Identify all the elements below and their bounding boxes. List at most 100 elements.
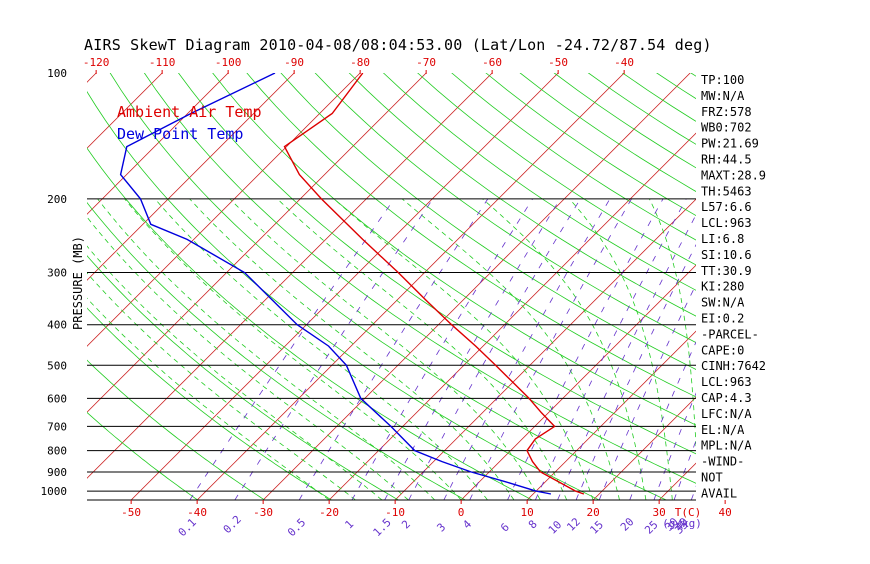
y-axis-label: PRESSURE (MB) <box>71 236 85 330</box>
dry-adiabat-line <box>364 54 870 500</box>
mixing-ratio-label: 4 <box>460 517 474 531</box>
page-title: AIRS SkewT Diagram 2010-04-08/08:04:53.0… <box>84 36 712 54</box>
bottom-tick-label: -10 <box>385 506 405 519</box>
bottom-tick-label: -30 <box>253 506 273 519</box>
dry-adiabat-line <box>530 54 870 500</box>
moist-adiabat-line <box>230 199 540 500</box>
stability-index: -WIND- <box>701 455 744 469</box>
stability-index: EI:0.2 <box>701 312 744 326</box>
mixing-ratio-line <box>190 199 394 500</box>
stability-index: SW:N/A <box>701 296 745 310</box>
stability-index: KI:280 <box>701 280 744 294</box>
isotherm-line <box>857 73 870 500</box>
y-tick-label: 300 <box>47 267 67 280</box>
y-tick-label: 600 <box>47 392 67 405</box>
moist-adiabat-line <box>190 199 514 500</box>
moist-adiabat-line <box>334 199 593 500</box>
dry-adiabat-line <box>464 54 870 500</box>
mixing-ratio-label: 2 <box>399 518 413 532</box>
legend: Ambient Air Temp Dew Point Temp <box>117 103 262 143</box>
top-tick-label: -120 <box>83 56 110 69</box>
isotherm-line <box>791 73 870 500</box>
mixing-ratio-label: 0.2 <box>221 513 244 536</box>
stability-index: CINH:7642 <box>701 359 766 373</box>
mixing-ratio-label: 15 <box>587 518 606 537</box>
mixing-ratio-label: 10 <box>546 518 565 537</box>
mixing-ratio-line <box>558 199 705 500</box>
mixing-ratio-line <box>385 199 561 500</box>
stability-index: FRZ:578 <box>701 105 752 119</box>
stability-index: WB0:702 <box>701 121 752 135</box>
stability-index: LCL:963 <box>701 375 752 389</box>
top-tick-label: -60 <box>482 56 502 69</box>
mixing-ratio-unit-label: (g/kg) <box>662 517 702 530</box>
stability-index: AVAIL <box>701 486 737 500</box>
mixing-ratio-label: 20 <box>618 515 637 534</box>
y-tick-label: 400 <box>47 319 67 332</box>
stability-index: TH:5463 <box>701 184 752 198</box>
top-tick-labels: -120-110-100-90-80-70-60-50-40 <box>83 56 634 74</box>
dry-adiabat-line <box>397 54 870 500</box>
stability-index: SI:10.6 <box>701 248 752 262</box>
isotherm-line <box>461 73 870 500</box>
mixing-ratio-line <box>576 199 720 500</box>
mixing-ratio-label: 0.1 <box>176 516 199 539</box>
stability-index: CAP:4.3 <box>701 391 752 405</box>
dry-adiabat-line <box>430 54 870 500</box>
dry-adiabat-line <box>828 54 870 500</box>
isotherm-line <box>0 73 30 500</box>
moist-adiabat-line <box>125 199 462 500</box>
moist-adiabat-line <box>98 199 435 500</box>
dry-adiabat-line <box>33 54 533 500</box>
mixing-ratio-label: 3 <box>434 521 448 535</box>
legend-dew-point-temp: Dew Point Temp <box>117 125 243 143</box>
stability-index: L57:6.6 <box>701 200 752 214</box>
mixing-ratio-label: 6 <box>498 521 512 535</box>
bottom-tick-label: -50 <box>121 506 141 519</box>
bottom-tick-label: -20 <box>319 506 339 519</box>
stability-index: TT:30.9 <box>701 264 752 278</box>
mixing-ratio-label: 12 <box>564 515 583 534</box>
isotherm-line <box>527 73 870 500</box>
top-tick-label: -80 <box>350 56 370 69</box>
y-tick-label: 900 <box>47 466 67 479</box>
stability-index: MW:N/A <box>701 89 745 103</box>
mixing-ratio-label: 1.5 <box>371 516 394 539</box>
dry-adiabat-line <box>861 54 870 500</box>
y-tick-label: 700 <box>47 420 67 433</box>
top-tick-label: -100 <box>215 56 242 69</box>
mixing-ratio-label: 0.5 <box>285 516 308 539</box>
stability-index: RH:44.5 <box>701 153 752 167</box>
mixing-ratio-label: 1 <box>342 518 356 532</box>
stability-index: NOT <box>701 471 723 485</box>
stability-index: TP:100 <box>701 73 744 87</box>
mixing-ratio-label: 8 <box>526 518 540 532</box>
stability-index: LFC:N/A <box>701 407 752 421</box>
bottom-tick-label: 0 <box>458 506 465 519</box>
mixing-ratio-line <box>535 199 686 500</box>
bottom-tick-label: 20 <box>586 506 599 519</box>
y-tick-label: 1000 <box>41 485 68 498</box>
y-tick-label: 100 <box>47 67 67 80</box>
ambient-air-temp-line <box>285 73 584 494</box>
legend-ambient-air-temp: Ambient Air Temp <box>117 103 262 121</box>
isotherm-line <box>659 73 870 500</box>
mixing-ratio-line <box>235 199 433 500</box>
dry-adiabat-line <box>662 54 870 500</box>
bottom-tick-label: 40 <box>718 506 731 519</box>
mixing-ratio-line <box>352 199 533 500</box>
top-tick-label: -70 <box>416 56 436 69</box>
bottom-tick-label: 10 <box>520 506 533 519</box>
dry-adiabat-line <box>298 54 870 500</box>
y-tick-label: 800 <box>47 445 67 458</box>
dry-adiabat-line <box>762 54 870 500</box>
stability-index: EL:N/A <box>701 423 745 437</box>
stability-index: LCL:963 <box>701 216 752 230</box>
top-tick-label: -40 <box>614 56 634 69</box>
isotherm-line <box>197 73 624 500</box>
stability-index: PW:21.69 <box>701 137 759 151</box>
stability-index: LI:6.8 <box>701 232 744 246</box>
